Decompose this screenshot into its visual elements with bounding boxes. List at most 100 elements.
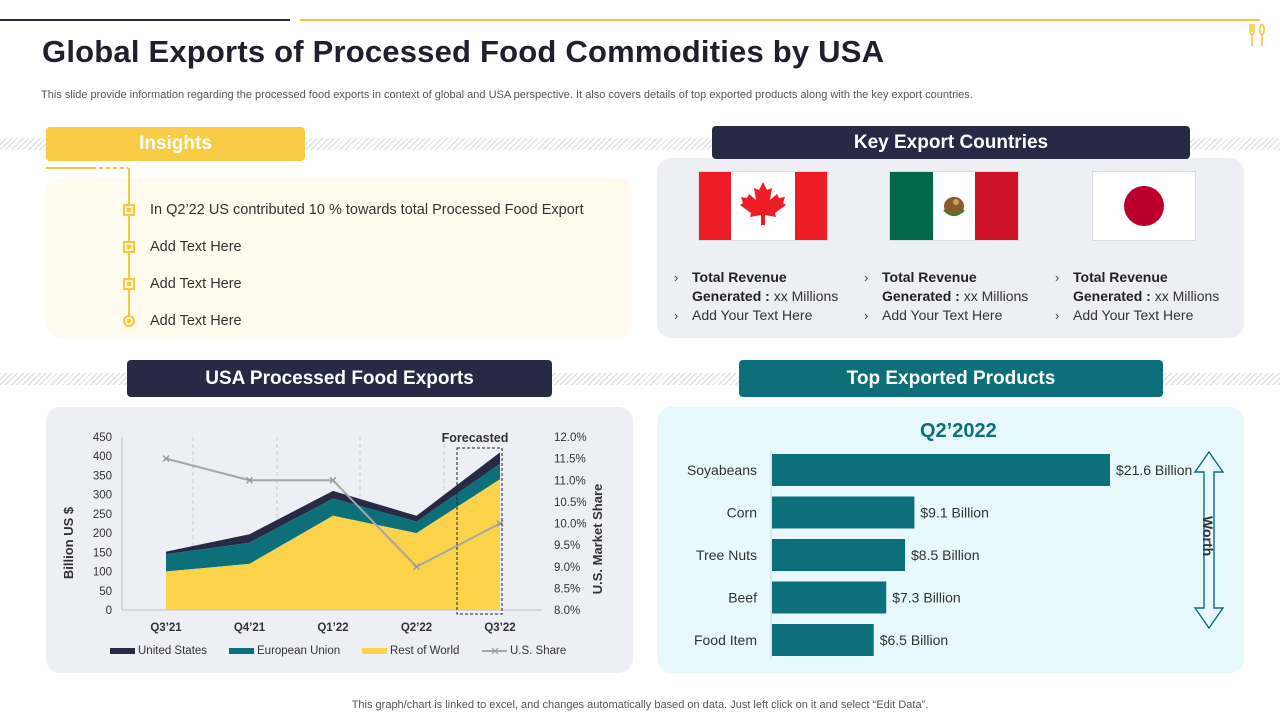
top-rule-dark [0, 19, 290, 21]
x-tick-label: Q3’21 [150, 622, 182, 634]
insight-item: Add Text Here [150, 313, 242, 329]
revenue-label: Total Revenue [692, 269, 787, 285]
generated-value: xx Millions [1150, 288, 1220, 304]
y2-axis-title: U.S. Market Share [590, 484, 605, 595]
timeline-dash [92, 167, 128, 169]
bullet-marker-icon [123, 204, 135, 216]
double-arrow-icon [1193, 450, 1225, 630]
area-european-union[interactable] [166, 463, 500, 572]
us-share-point[interactable] [162, 455, 170, 463]
y2-tick-label: 11.0% [554, 475, 586, 487]
insights-heading: Insights [46, 127, 305, 161]
generated-label: Generated : [692, 288, 770, 304]
area-united-states[interactable] [166, 452, 500, 555]
x-tick-label: Q3’22 [484, 622, 515, 634]
bar-food-item[interactable] [772, 624, 874, 656]
bar-value-label: $9.1 Billion [920, 505, 989, 521]
x-tick-label: Q4’21 [234, 622, 266, 634]
y2-tick-label: 12.0% [554, 432, 587, 444]
exports-area-chart[interactable]: 0 50 100 150 200 250 300 350 400 450 8.0% 8.5% 9.0% 9… [46, 407, 633, 673]
timeline-connector [46, 167, 128, 169]
bar-soyabeans[interactable] [772, 454, 1110, 486]
footer-note: This graph/chart is linked to excel, and… [351, 699, 929, 711]
exports-heading: USA Processed Food Exports [127, 360, 552, 397]
y2-tick-label: 8.0% [554, 605, 580, 617]
y-tick-label: 250 [93, 509, 112, 521]
legend-rest-of-world[interactable]: Rest of World [362, 645, 459, 657]
bar-value-label: $6.5 Billion [880, 632, 949, 648]
legend-swatch [362, 648, 387, 654]
legend-united-states[interactable]: United States [110, 645, 207, 657]
us-share-point[interactable] [329, 476, 337, 484]
products-chart-title: Q2’2022 [920, 420, 997, 442]
bar-category-label: Food Item [694, 632, 757, 648]
y-tick-label: 350 [93, 470, 112, 482]
country-note: Add Your Text Here [692, 307, 813, 323]
country-info-mexico: › Total Revenue Generated : xx Millions ›… [864, 268, 1028, 325]
y2-tick-label: 10.5% [554, 497, 587, 509]
countries-heading: Key Export Countries [712, 126, 1190, 159]
country-info-canada: › Total Revenue Generated : xx Millions ›… [674, 268, 838, 325]
chevron-right-icon: › [674, 270, 679, 285]
bullet-marker-icon [123, 315, 135, 327]
products-bar-chart[interactable]: Soyabeans $21.6 Billion Corn $9.1 Billion Tr… [657, 407, 1244, 673]
y-tick-label: 450 [93, 432, 112, 444]
chevron-right-icon: › [864, 270, 869, 285]
y-tick-label: 150 [93, 547, 112, 559]
y2-tick-label: 8.5% [554, 583, 580, 595]
y-axis-title: Billion US $ [61, 506, 76, 579]
y-tick-label: 200 [93, 528, 112, 540]
country-info-japan: › Total Revenue Generated : xx Millions ›… [1055, 268, 1219, 325]
page-title: Global Exports of Processed Food Commodi… [42, 34, 885, 69]
y2-tick-label: 10.0% [554, 519, 587, 531]
y-tick-label: 100 [93, 567, 112, 579]
chevron-right-icon: › [1055, 270, 1060, 285]
y-tick-label: 300 [93, 490, 112, 502]
y-tick-label: 50 [99, 586, 112, 598]
bar-tree-nuts[interactable] [772, 539, 906, 571]
generated-value: xx Millions [769, 288, 839, 304]
legend-swatch [110, 648, 135, 654]
us-share-point[interactable] [246, 476, 253, 484]
legend-european-union[interactable]: European Union [229, 645, 340, 657]
forecast-annotation: Forecasted [442, 431, 509, 445]
bar-category-label: Beef [728, 590, 757, 606]
bar-category-label: Corn [727, 505, 757, 521]
revenue-label: Total Revenue [1073, 269, 1168, 285]
area-rest-of-world[interactable] [166, 479, 500, 610]
insights-panel [46, 178, 632, 338]
country-note: Add Your Text Here [1073, 307, 1194, 323]
generated-value: xx Millions [959, 288, 1029, 304]
chevron-right-icon: › [674, 308, 679, 323]
bar-value-label: $7.3 Billion [892, 590, 961, 606]
insight-item: Add Text Here [150, 276, 242, 292]
bar-corn[interactable] [772, 496, 915, 529]
bar-category-label: Tree Nuts [696, 547, 757, 563]
top-rule-gold [300, 19, 1260, 21]
generated-label: Generated : [1073, 288, 1151, 304]
legend-label: Rest of World [390, 645, 459, 657]
bar-value-label: $8.5 Billion [911, 547, 980, 563]
generated-label: Generated : [882, 288, 960, 304]
x-tick-label: Q2’22 [401, 622, 432, 634]
bullet-marker-icon [123, 278, 135, 290]
x-tick-label: Q1’22 [317, 622, 348, 634]
y2-tick-label: 9.5% [554, 540, 580, 552]
products-chart-panel [657, 407, 1244, 673]
insight-item: In Q2’22 US contributed 10 % towards tot… [150, 202, 584, 218]
forecast-box [456, 447, 503, 615]
worth-label: Worth [1200, 516, 1216, 557]
us-share-point[interactable] [413, 563, 420, 571]
japan-flag-icon [1093, 172, 1195, 240]
utensils-icon [1249, 23, 1266, 46]
canada-flag-icon [699, 172, 827, 240]
legend-marker [491, 647, 499, 655]
y2-tick-label: 9.0% [554, 562, 580, 574]
legend-us-share[interactable]: U.S. Share [482, 645, 566, 657]
insight-item: Add Text Here [150, 239, 242, 255]
y-tick-label: 400 [93, 451, 112, 463]
legend-label: United States [138, 645, 207, 657]
bar-beef[interactable] [772, 581, 887, 614]
y-tick-label: 0 [106, 605, 112, 617]
legend-label: European Union [257, 645, 340, 657]
